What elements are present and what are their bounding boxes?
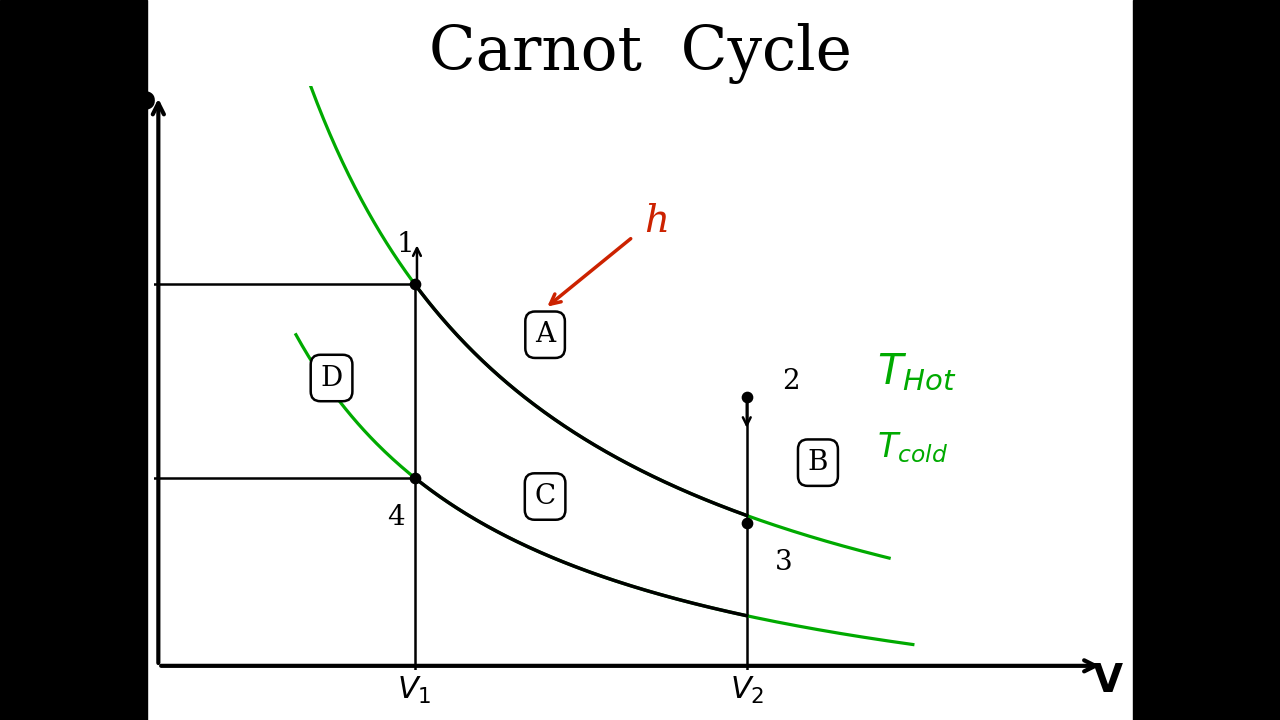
Text: B: B — [808, 449, 828, 476]
Point — [404, 472, 425, 483]
Text: 3: 3 — [776, 549, 792, 576]
Text: C: C — [535, 483, 556, 510]
Text: $V_1$: $V_1$ — [397, 675, 431, 706]
Text: $T_{cold}$: $T_{cold}$ — [877, 431, 948, 465]
Text: $T_{Hot}$: $T_{Hot}$ — [877, 351, 956, 393]
Text: Carnot  Cycle: Carnot Cycle — [429, 24, 851, 84]
Text: $V_2$: $V_2$ — [730, 675, 764, 706]
Point — [736, 391, 756, 402]
Text: $P_1$: $P_1$ — [109, 269, 141, 300]
Text: h: h — [644, 203, 669, 240]
Text: V: V — [1092, 662, 1123, 700]
Text: P: P — [128, 90, 156, 128]
Text: 1: 1 — [397, 230, 413, 258]
Point — [404, 278, 425, 289]
Text: $P_2$: $P_2$ — [109, 462, 141, 493]
Text: A: A — [535, 321, 556, 348]
Text: D: D — [320, 364, 343, 392]
Point — [736, 517, 756, 528]
Text: 2: 2 — [782, 368, 800, 395]
Text: 4: 4 — [387, 504, 404, 531]
